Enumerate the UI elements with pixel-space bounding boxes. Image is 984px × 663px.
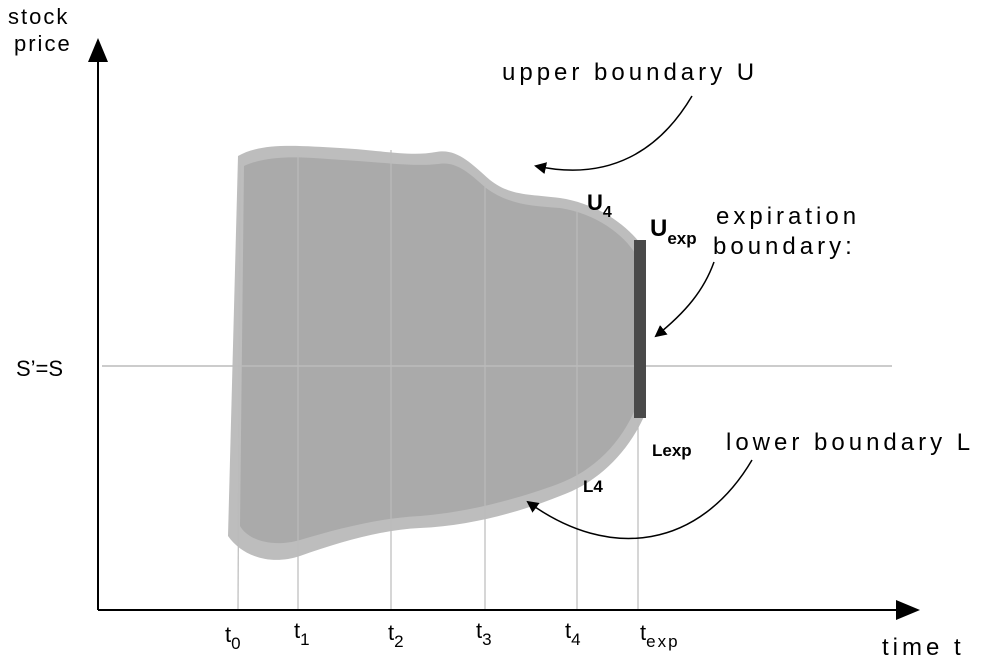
upper-boundary-arrow [534,95,693,174]
reference-line-label: S’=S [16,356,63,381]
y-axis-label-line2: price [14,31,72,56]
tick-label-t4: t4 [565,618,581,649]
y-axis-arrowhead [88,38,108,62]
lower-boundary-label: lower boundary L [726,429,974,456]
tick-label-t3: t3 [476,618,492,649]
l4-label: L4 [583,477,603,496]
tick-label-t2: t2 [388,620,404,651]
expiration-boundary-arrow [654,261,715,338]
y-axis-label-line1: stock [8,4,69,29]
region-fill [240,157,638,544]
upper-boundary-label: upper boundary U [502,59,758,86]
uexp-label: Uexp [650,215,697,248]
tick-label-t0: t0 [225,622,241,653]
u4-label: U4 [587,190,612,221]
expiration-label-line2: boundary: [713,233,856,260]
x-axis-arrowhead [896,600,920,620]
lexp-label: Lexp [652,441,692,460]
expiration-label-line1: expiration [716,203,860,230]
time-gridlines [237,150,639,611]
expiration-boundary-bar [634,240,646,418]
x-axis-label: time t [882,634,965,661]
tick-label-texp: texp [640,620,680,651]
lower-boundary-arrow [526,459,753,540]
gridline-t0 [237,164,241,611]
tick-label-t1: t1 [294,618,310,649]
